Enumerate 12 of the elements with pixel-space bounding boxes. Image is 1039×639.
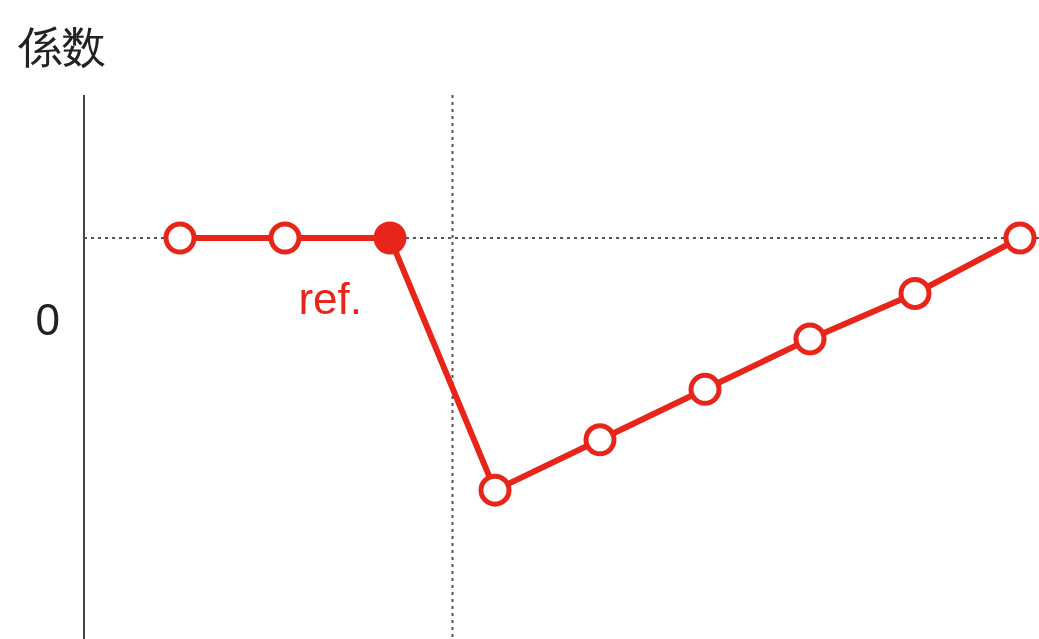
y-axis-title: 係数 (17, 22, 106, 71)
point (478, 473, 512, 507)
point (583, 423, 617, 457)
point (1003, 221, 1037, 255)
point (268, 221, 302, 255)
point (688, 372, 722, 406)
point (793, 322, 827, 356)
point (898, 276, 932, 310)
point (163, 221, 197, 255)
annotation: ref. (298, 274, 362, 323)
point (373, 221, 407, 255)
text: 0 (35, 295, 60, 344)
